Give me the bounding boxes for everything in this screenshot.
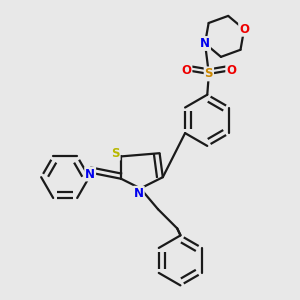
Text: S: S (205, 68, 213, 80)
Text: N: N (85, 167, 95, 181)
Text: N: N (200, 37, 210, 50)
Text: O: O (182, 64, 191, 77)
Text: S: S (111, 147, 120, 160)
Text: O: O (226, 64, 236, 77)
Text: N: N (134, 187, 144, 200)
Text: O: O (239, 23, 249, 36)
